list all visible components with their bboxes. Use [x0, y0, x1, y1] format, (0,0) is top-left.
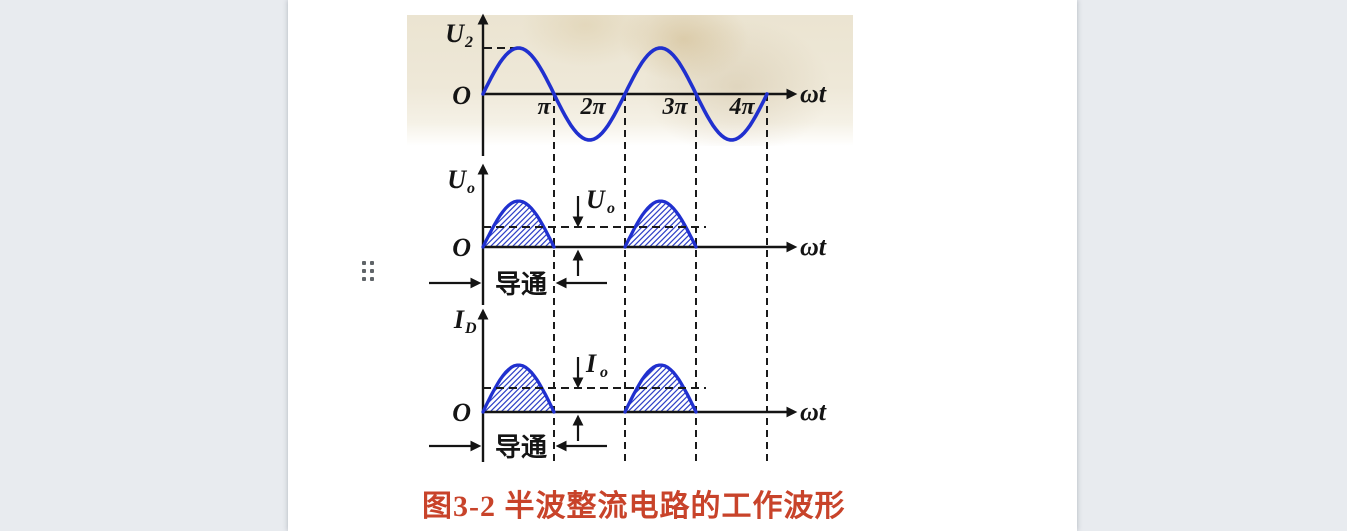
- uo-conduction-label: 导通: [495, 269, 547, 299]
- chart-uo: U o 导通 U o O ωt: [429, 163, 827, 305]
- drag-dot: [362, 269, 366, 273]
- u2-y-axis-label-sub: 2: [464, 34, 473, 51]
- drag-dot: [362, 277, 366, 281]
- tick-2pi: 2π: [579, 94, 606, 120]
- chart-id: I o 导通 I D O ωt: [429, 305, 827, 462]
- uo-humps-hatch: [483, 201, 696, 247]
- tick-3pi: 3π: [661, 94, 688, 120]
- figure-caption: 图3-2 半波整流电路的工作波形: [422, 490, 846, 523]
- drag-dot: [362, 261, 366, 265]
- id-conduction-label: 导通: [495, 432, 547, 462]
- id-origin-label: O: [452, 398, 471, 427]
- uo-y-axis-label-sub: o: [467, 180, 475, 197]
- waveform-diagram: U 2 O ωt π 2π 3π 4π U o 导通 U o O ωt: [429, 13, 827, 462]
- period-gridlines: [553, 94, 768, 462]
- uo-origin-label: O: [452, 233, 471, 262]
- id-humps-hatch: [483, 365, 696, 412]
- uo-x-axis-label: ωt: [800, 232, 827, 261]
- id-avg-label-sub: o: [600, 364, 608, 381]
- id-y-axis-label: I: [453, 305, 465, 334]
- tick-pi: π: [537, 94, 551, 120]
- id-y-axis-label-sub: D: [464, 320, 477, 337]
- uo-humps-outline: [481, 199, 698, 249]
- drag-dot: [370, 277, 374, 281]
- id-avg-label: I: [585, 349, 597, 378]
- u2-sine-curve: [481, 46, 769, 142]
- u2-origin-label: O: [452, 81, 471, 110]
- tick-4pi: 4π: [728, 94, 755, 120]
- uo-avg-label-sub: o: [607, 200, 615, 217]
- drag-dot: [370, 261, 374, 265]
- u2-y-axis-label: U: [445, 19, 465, 48]
- drag-dot: [370, 269, 374, 273]
- uo-y-axis-label: U: [447, 165, 467, 194]
- chart-u2: U 2 O ωt π 2π 3π 4π: [445, 13, 827, 156]
- id-x-axis-label: ωt: [800, 397, 827, 426]
- document-page: U 2 O ωt π 2π 3π 4π U o 导通 U o O ωt: [288, 0, 1077, 531]
- drag-handle-icon[interactable]: [362, 261, 374, 281]
- u2-x-axis-label: ωt: [800, 79, 827, 108]
- uo-avg-label: U: [586, 185, 606, 214]
